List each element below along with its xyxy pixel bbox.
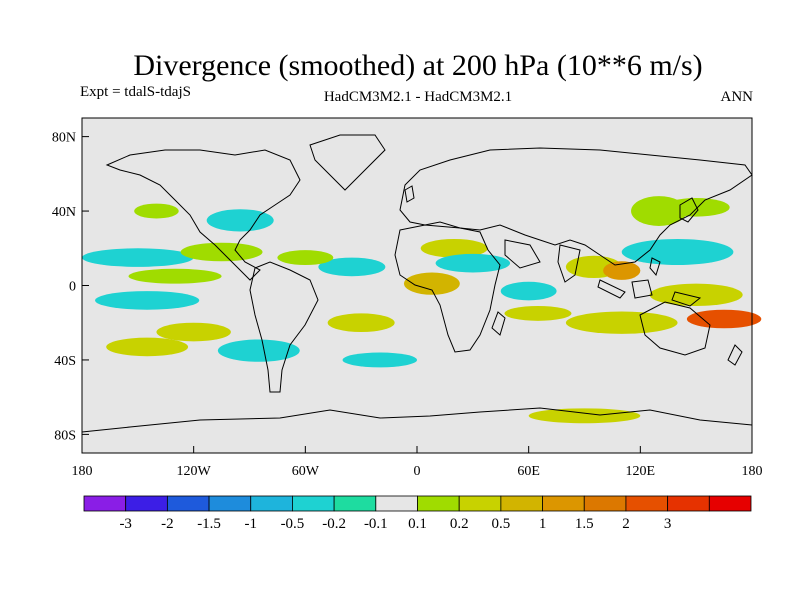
colorbar-swatch [375, 495, 418, 512]
x-tick-label: 0 [414, 464, 421, 479]
colorbar-swatch [667, 495, 710, 512]
colorbar-swatch [708, 495, 752, 512]
colorbar-label: 1.5 [575, 516, 594, 532]
anomaly-region-5 [128, 268, 222, 284]
colorbar-label: -0.2 [322, 516, 346, 532]
colorbar-swatch [250, 495, 293, 512]
y-tick-label: 80N [52, 131, 76, 146]
colorbar-label: -0.1 [364, 516, 388, 532]
colorbar-label: 0.2 [450, 516, 469, 532]
y-axis: 80N 40N 0 40S 80S [52, 131, 89, 443]
x-tick-label: 120W [177, 464, 212, 479]
x-tick-label: 60W [292, 464, 320, 479]
colorbar-swatch [125, 495, 168, 512]
anomaly-region-14 [420, 238, 488, 258]
coast-eurasia [399, 147, 753, 266]
colorbar-label: -2 [161, 516, 174, 532]
x-tick-label: 60E [517, 464, 540, 479]
subtitle-left: Expt = tdalS-tdajS [80, 84, 191, 100]
coast-borneo [631, 279, 653, 299]
coast-madagascar [491, 311, 506, 336]
colorbar-label: -1 [245, 516, 258, 532]
y-tick-label: 80S [54, 428, 76, 443]
anomaly-region-8 [217, 339, 300, 362]
colorbar-label: 0.1 [408, 516, 427, 532]
colorbar-swatch [208, 495, 252, 512]
x-tick-label: 180 [72, 464, 93, 479]
coastlines [81, 134, 753, 433]
colorbar-swatch [500, 495, 543, 512]
coast-greenland [309, 134, 386, 191]
y-tick-label: 0 [69, 280, 76, 295]
anomaly-region-1 [134, 203, 179, 219]
coast-new-guinea [671, 291, 702, 307]
coast-philippines [649, 257, 661, 277]
anomaly-region-17 [504, 305, 572, 321]
coast-india [557, 244, 581, 283]
coast-sumatra [597, 279, 626, 299]
anomaly-region-13 [403, 272, 460, 295]
colorbar-swatch [83, 495, 127, 512]
coast-africa [394, 224, 501, 353]
anomaly-layer [82, 196, 762, 424]
colorbar-swatch [625, 495, 669, 512]
y-tick-label: 40N [52, 205, 76, 220]
coast-new-zealand [727, 344, 743, 366]
x-tick-label: 180 [742, 464, 763, 479]
anomaly-region-9 [318, 257, 386, 277]
colorbar-label: -1.5 [197, 516, 221, 532]
colorbar-swatch [458, 495, 502, 512]
colorbar-swatch [166, 495, 210, 512]
coast-uk [404, 185, 415, 203]
anomaly-region-16 [500, 281, 557, 301]
coast-australia [639, 301, 711, 356]
x-axis: 180 120W 60W 0 60E 120E 180 [72, 446, 763, 479]
colorbar-label: -0.5 [281, 516, 305, 532]
colorbar-swatch [583, 495, 627, 512]
colorbar-swatch [292, 495, 335, 512]
y-tick-label: 40S [54, 354, 76, 369]
coast-arabia [504, 239, 541, 269]
colorbar-label: -3 [119, 516, 132, 532]
anomaly-region-19 [603, 261, 641, 280]
anomaly-region-10 [277, 250, 334, 266]
coast-antarctica [81, 407, 753, 433]
anomaly-region-20 [621, 238, 734, 266]
colorbar-swatch [333, 495, 377, 512]
anomaly-region-2 [206, 209, 274, 232]
colorbar-label: 3 [664, 516, 672, 532]
anomaly-region-7 [106, 337, 189, 357]
anomaly-region-4 [95, 291, 200, 310]
chart-title: Divergence (smoothed) at 200 hPa (10**6 … [133, 49, 702, 82]
coast-south-america [249, 261, 319, 393]
anomaly-region-6 [156, 322, 231, 342]
anomaly-region-0 [82, 248, 194, 267]
colorbar-label: 2 [622, 516, 630, 532]
colorbar-label: 0.5 [492, 516, 511, 532]
anomaly-region-12 [342, 352, 417, 368]
colorbar-label: 1 [539, 516, 547, 532]
x-tick-label: 120E [626, 464, 656, 479]
anomaly-region-11 [327, 313, 395, 333]
anomaly-region-24 [686, 309, 762, 329]
colorbar-swatch [542, 495, 585, 512]
colorbar-swatch [417, 495, 460, 512]
anomaly-region-23 [565, 311, 678, 334]
subtitle-right: ANN [721, 89, 754, 105]
colorbar: -3 -2 -1.5 -1 -0.5 -0.2 -0.1 0.1 0.2 0.5 1 1.5 2 3 [83, 495, 752, 532]
coast-north-america [105, 149, 301, 281]
anomaly-region-26 [528, 408, 641, 424]
subtitle-center: HadCM3M2.1 - HadCM3M2.1 [324, 89, 512, 105]
coast-japan [679, 197, 699, 223]
anomaly-region-15 [435, 253, 511, 273]
